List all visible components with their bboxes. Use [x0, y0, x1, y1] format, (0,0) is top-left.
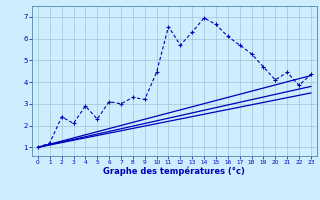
X-axis label: Graphe des températures (°c): Graphe des températures (°c)	[103, 167, 245, 176]
